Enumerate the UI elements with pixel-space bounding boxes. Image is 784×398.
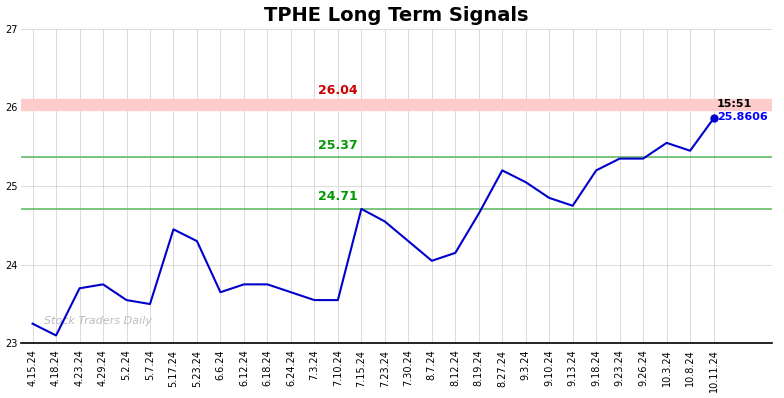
Text: 15:51: 15:51 bbox=[717, 100, 753, 109]
Point bbox=[707, 115, 720, 122]
Text: 25.8606: 25.8606 bbox=[717, 112, 768, 122]
Text: 24.71: 24.71 bbox=[318, 190, 358, 203]
Text: Stock Traders Daily: Stock Traders Daily bbox=[45, 316, 152, 326]
Bar bbox=[21, 99, 772, 110]
Text: 26.04: 26.04 bbox=[318, 84, 358, 97]
Text: 25.37: 25.37 bbox=[318, 139, 358, 152]
Title: TPHE Long Term Signals: TPHE Long Term Signals bbox=[264, 6, 529, 25]
